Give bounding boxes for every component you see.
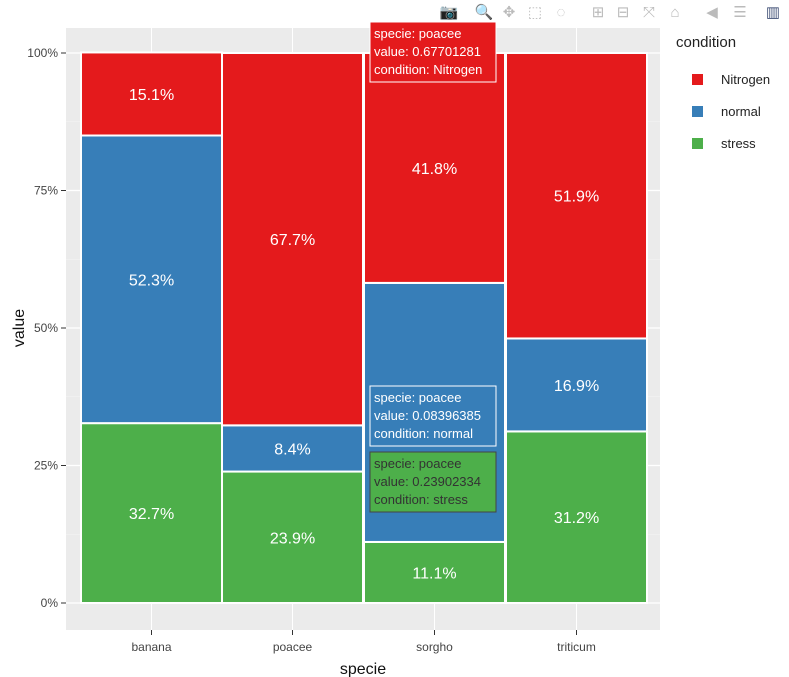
- bar-label: 41.8%: [412, 161, 457, 178]
- hover-tooltip: [369, 385, 497, 447]
- bar-label: 16.9%: [554, 378, 599, 395]
- autoscale-icon[interactable]: ⤧: [643, 4, 655, 21]
- x-tick-label: sorgho: [416, 640, 453, 654]
- hover-tooltip: [369, 21, 497, 83]
- tooltip-text: condition: stress: [374, 492, 468, 507]
- y-tick-label: 50%: [34, 321, 58, 335]
- bar-stress-triticum[interactable]: [505, 430, 648, 604]
- x-axis-title: specie: [340, 661, 386, 677]
- lasso-icon[interactable]: ◌: [557, 4, 566, 21]
- legend-swatch: [692, 137, 703, 149]
- legend-swatch: [692, 105, 703, 117]
- legend-label: Nitrogen: [721, 71, 771, 87]
- bar-nitrogen-banana[interactable]: [80, 51, 223, 137]
- bar-stress-sorgho[interactable]: [363, 540, 506, 605]
- bar-nitrogen-triticum[interactable]: [505, 52, 648, 340]
- zoom-icon[interactable]: 🔍: [475, 2, 494, 21]
- legend-swatch: [692, 73, 703, 85]
- tooltip-text: condition: normal: [374, 426, 473, 441]
- y-tick-label: 0%: [41, 596, 59, 610]
- tooltip-text: value: 0.23902334: [374, 474, 481, 489]
- bar-label: 11.1%: [412, 565, 456, 582]
- bar-label: 15.1%: [129, 87, 174, 104]
- tooltip-text: specie: poacee: [374, 456, 461, 471]
- legend-item-normal[interactable]: normal: [676, 95, 770, 127]
- bar-label: 8.4%: [274, 441, 310, 458]
- bar-label: 23.9%: [270, 530, 315, 547]
- hover-compare-icon[interactable]: ☰: [733, 4, 746, 21]
- reset-axes-icon[interactable]: ⌂: [670, 4, 679, 21]
- bar-label: 32.7%: [129, 506, 174, 523]
- legend-label: stress: [721, 135, 756, 151]
- y-tick-label: 25%: [34, 459, 58, 473]
- box-select-icon[interactable]: ⬚: [528, 4, 542, 21]
- y-tick-label: 100%: [27, 46, 58, 60]
- tooltip-text: value: 0.67701281: [374, 44, 481, 59]
- legend-title: condition: [676, 34, 737, 51]
- zoom-out-icon[interactable]: ⊟: [617, 4, 630, 21]
- tooltip-text: condition: Nitrogen: [374, 62, 482, 77]
- x-tick-label: poacee: [273, 640, 313, 654]
- legend-item-nitrogen[interactable]: Nitrogen: [676, 63, 770, 95]
- x-tick-label: triticum: [557, 640, 596, 654]
- tooltip-text: specie: poacee: [374, 26, 461, 41]
- bar-nitrogen-poacee[interactable]: [221, 52, 364, 427]
- tooltip-text: value: 0.08396385: [374, 408, 481, 423]
- pan-icon[interactable]: ✥: [503, 4, 516, 21]
- plotly-logo-icon[interactable]: ▥: [766, 4, 780, 21]
- tooltip-text: specie: poacee: [374, 390, 461, 405]
- y-axis-title: value: [11, 309, 28, 347]
- zoom-in-icon[interactable]: ⊞: [592, 4, 605, 21]
- hover-tooltip: [369, 451, 497, 513]
- bar-label: 52.3%: [129, 272, 174, 289]
- legend-item-stress[interactable]: stress: [676, 127, 770, 159]
- bar-label: 67.7%: [270, 232, 315, 249]
- bar-label: 51.9%: [554, 189, 599, 206]
- bar-label: 31.2%: [554, 510, 599, 527]
- legend: condition Nitrogen normal stress: [676, 34, 770, 159]
- legend-label: normal: [721, 103, 761, 119]
- hover-closest-icon[interactable]: ◀: [706, 4, 718, 21]
- camera-icon[interactable]: 📷: [440, 4, 459, 21]
- y-tick-label: 75%: [34, 184, 58, 198]
- x-tick-label: banana: [131, 640, 171, 654]
- bar-nitrogen-sorgho[interactable]: [363, 52, 506, 284]
